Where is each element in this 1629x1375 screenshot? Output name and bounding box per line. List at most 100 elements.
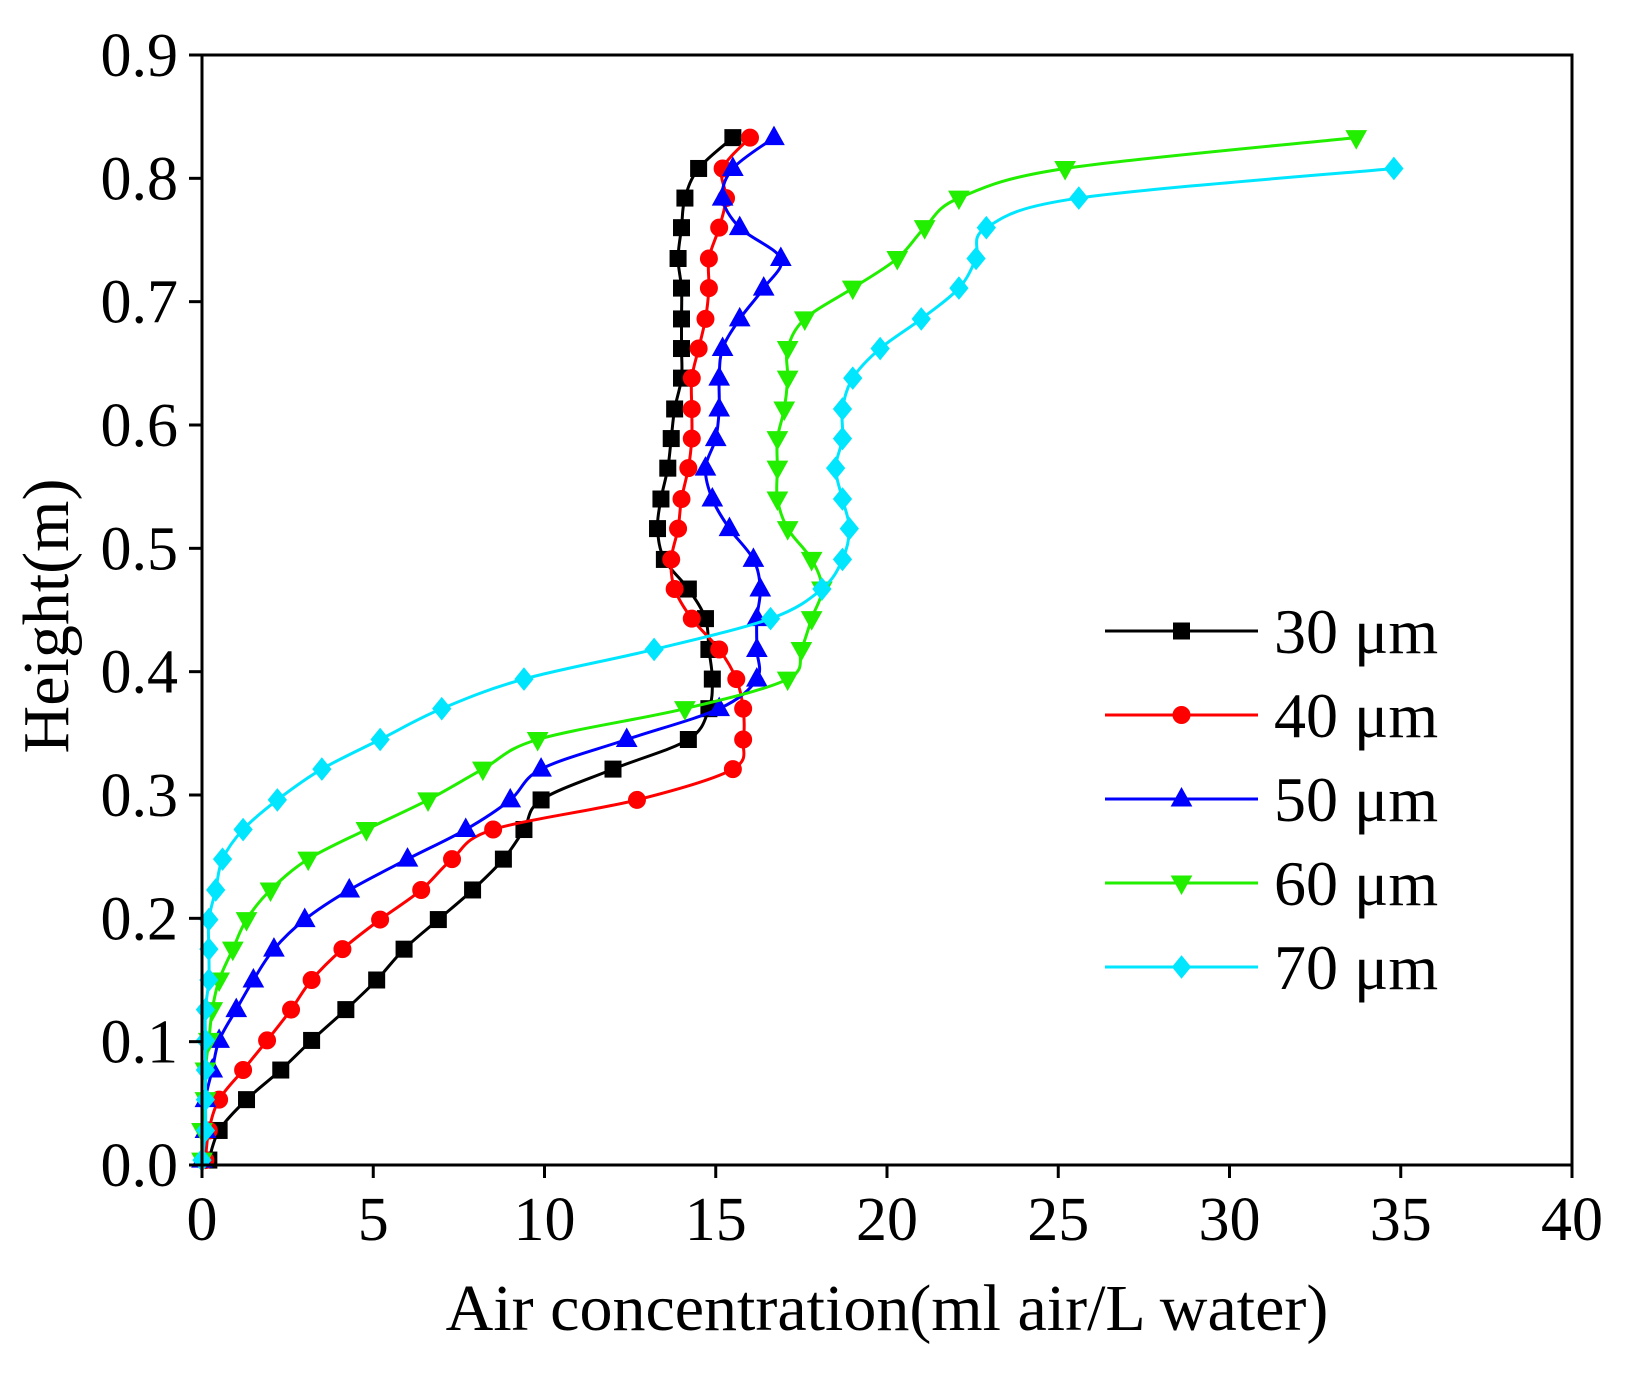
y-axis: 0.0 0.1 0.2 0.3 0.4 0.5 0.6 0.7 0.8 0.9 [101,22,202,1200]
series-40um-marker [682,399,701,418]
x-tick-label: 35 [1370,1186,1432,1254]
series-60um-marker [800,551,823,572]
legend: 30 μm 40 μm 50 μm 60 μm 70 μm [1105,596,1438,1003]
series-60um-marker [235,912,258,932]
series-50um-marker [293,907,316,928]
legend-item: 30 μm [1105,596,1438,667]
series-70um-marker [1069,186,1089,210]
series-30um-marker [652,490,670,508]
series-60um-marker [297,851,320,872]
series-40um-marker [662,550,681,569]
series-50um-marker [708,396,731,417]
series-30um-marker [703,670,721,688]
series-30um-marker [673,340,690,358]
series-70um-marker [825,456,846,480]
series-50um-marker [742,547,765,567]
series-40um-marker [627,790,646,809]
legend-label: 30 μm [1274,596,1438,667]
series-60um-marker [355,822,378,842]
series-60um-marker [948,190,970,211]
series-50um-marker [769,246,792,266]
series-60um-marker [776,671,799,692]
legend-label: 40 μm [1274,680,1438,751]
series-30um-marker [673,219,690,237]
legend-item: 70 μm [1105,932,1438,1003]
y-tick-label: 0.8 [101,145,179,213]
series-40um-marker [484,820,503,839]
series-30um-marker [464,881,482,899]
series-30um-marker [337,1001,355,1019]
series-30um-marker [662,430,680,448]
series-50um-marker [242,967,265,988]
series-50um-marker [749,577,772,597]
series-60um-marker [221,941,244,962]
series-30um-marker [604,760,622,778]
series-50um-marker [694,456,717,476]
series-50um-marker [396,847,419,867]
series-50um-marker [728,306,751,327]
series-40um-marker [665,580,684,599]
series-40um-marker [412,880,431,899]
y-tick-label: 0.9 [101,22,179,90]
series-70um-marker [832,487,853,511]
series-30um-marker [532,791,550,809]
x-tick-label: 0 [187,1186,218,1254]
series-60um-marker [526,732,549,752]
legend-label: 70 μm [1274,932,1438,1003]
y-tick-label: 0.0 [101,1132,179,1200]
series-60um-marker [841,280,864,301]
series-70um [192,156,1404,1172]
series-70um-marker [832,426,853,451]
y-axis-label: Height(m) [10,479,83,754]
legend-item: 40 μm [1105,680,1438,751]
series-40um-marker [741,128,759,147]
legend-marker [1171,955,1192,979]
series-50um-marker [722,156,744,176]
series-60um-marker [259,882,282,902]
legend-marker [1170,875,1193,896]
series-30um-marker [673,279,690,297]
series-50um-marker [704,426,727,447]
legend-item: 60 μm [1105,848,1438,919]
series-60um-marker [773,401,796,421]
y-tick-label: 0.6 [101,392,179,460]
series-60um-marker [766,491,789,512]
series-50um-marker [708,696,731,717]
series-60um-marker [766,460,789,481]
series-40um-marker [669,519,688,538]
series-40um-marker [734,730,753,749]
series-30um-marker [666,400,684,418]
series-30um-marker [429,911,447,929]
series-50um-marker [746,667,768,687]
series-50um-marker [752,276,775,296]
series-70um-marker [206,878,226,902]
legend-item: 50 μm [1105,764,1438,835]
x-tick-label: 30 [1199,1186,1261,1254]
series-60um-marker [913,220,936,240]
series-30um-marker [368,971,386,989]
x-tick-label: 25 [1027,1186,1089,1254]
x-tick-label: 5 [358,1186,389,1254]
series-30um-marker [724,129,742,147]
series-30um-marker [679,731,697,748]
series-70um-marker [832,547,853,572]
series-70um-marker [949,276,969,300]
series-30um-marker [494,850,512,868]
x-axis-label: Air concentration(ml air/L water) [446,1272,1329,1345]
series-40um-marker [696,309,715,328]
series-60um-marker [674,701,696,721]
series-40um-marker [710,218,729,237]
series-30um-marker [303,1031,321,1049]
series-30um-marker [676,189,694,207]
series-30um-marker [659,459,677,477]
series-layer [191,125,1404,1173]
series-60um-marker [776,521,799,541]
series-30um-marker [272,1061,290,1079]
series-70um-marker [870,336,890,361]
series-70um-marker [267,788,287,812]
series-40um-marker [710,640,729,659]
series-40um-marker [302,971,321,989]
series-30um-marker [649,520,667,538]
series-60um-marker [776,341,799,361]
